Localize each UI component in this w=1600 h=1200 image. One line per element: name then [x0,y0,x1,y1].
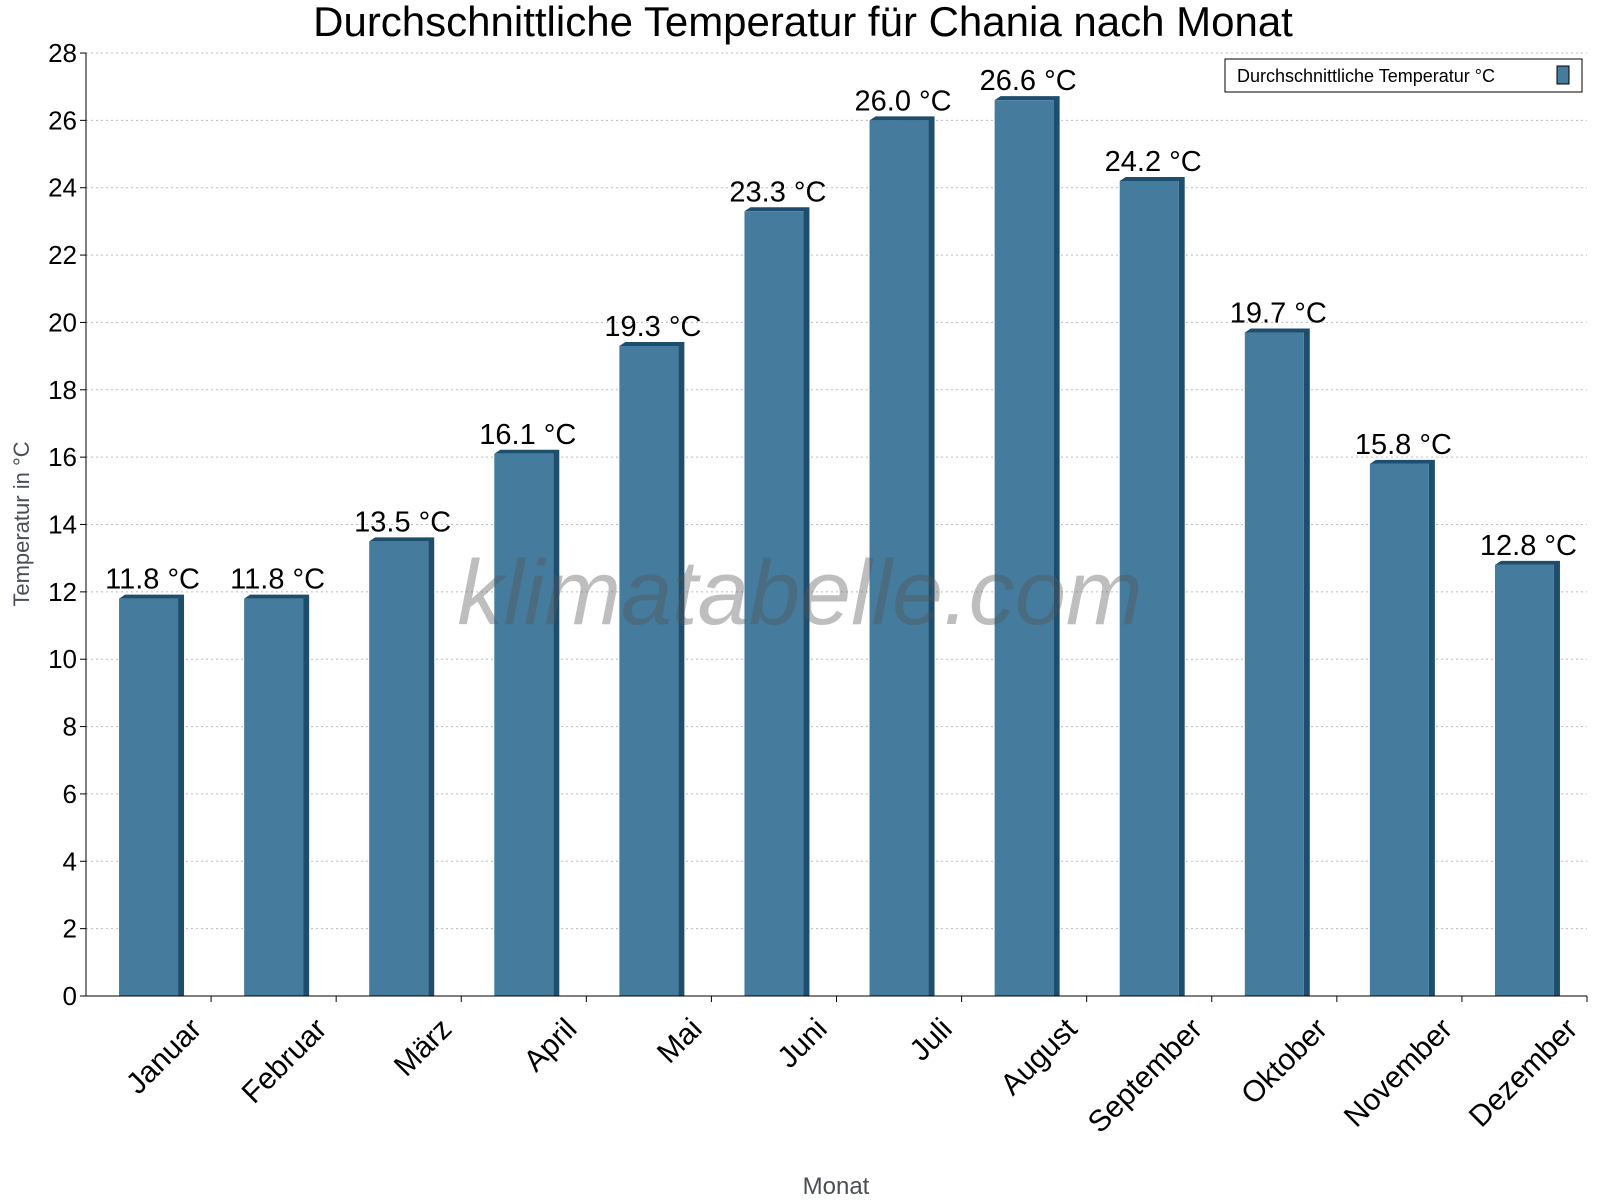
bar [369,541,429,996]
bar [1369,463,1429,997]
y-tick-label: 14 [48,510,77,540]
y-tick-label: 2 [63,914,77,944]
x-tick-label: März [388,1012,458,1082]
x-tick-label: Oktober [1235,1012,1334,1111]
x-tick-label: August [994,1012,1084,1102]
data-label: 13.5 °C [354,506,451,538]
y-tick-label: 16 [48,442,77,472]
bar [869,120,929,997]
y-axis-title: Temperatur in °C [9,441,34,606]
y-tick-label: 0 [63,981,77,1011]
x-tick-label: November [1338,1012,1459,1133]
bar [744,211,804,996]
data-label: 24.2 °C [1105,146,1202,178]
data-label: 11.8 °C [230,564,325,596]
watermark: klimatabelle.com [457,542,1142,644]
legend: Durchschnittliche Temperatur °C [1224,58,1583,93]
legend-swatch [1556,65,1570,85]
bar [1119,180,1179,996]
y-tick-label: 6 [63,779,77,809]
data-label: 16.1 °C [479,419,576,451]
bar [244,598,304,996]
y-tick-label: 12 [48,577,77,607]
y-tick-label: 24 [48,173,77,203]
x-tick-label: Dezember [1463,1012,1584,1133]
y-tick-label: 20 [48,307,77,337]
data-label: 26.6 °C [980,65,1077,97]
bar [619,346,679,997]
data-label: 19.7 °C [1230,298,1327,330]
legend-box [1224,58,1583,93]
bar [494,453,554,996]
data-labels: 11.8 °C 11.8 °C 13.5 °C 16.1 °C 19.3 °C 23.3 … [105,65,1577,595]
x-tick-label: Juni [771,1012,833,1074]
legend-label: Durchschnittliche Temperatur °C [1237,66,1495,86]
y-tick-label: 22 [48,240,77,270]
y-tick-label: 10 [48,644,77,674]
bar [994,100,1054,996]
x-tick-label: April [518,1012,584,1078]
x-tick-label: Juli [904,1012,959,1067]
bar [119,598,179,996]
y-tick-label: 18 [48,375,77,405]
data-label: 26.0 °C [855,85,952,117]
x-tick-label: Januar [120,1012,208,1100]
x-tick-label: Februar [236,1012,334,1110]
x-tick-label: Mai [651,1012,709,1070]
y-tick-label: 8 [63,712,77,742]
data-label: 12.8 °C [1480,530,1577,562]
bars [119,96,1560,997]
data-label: 11.8 °C [105,564,200,596]
x-tick-label: September [1082,1012,1209,1139]
data-label: 15.8 °C [1355,429,1452,461]
chart-title: Durchschnittliche Temperatur für Chania … [313,0,1293,45]
gridlines [86,52,1587,930]
y-tick-label: 28 [48,38,77,68]
data-label: 23.3 °C [729,176,826,208]
y-tick-label: 26 [48,105,77,135]
bar [1494,564,1554,996]
data-label: 19.3 °C [604,311,701,343]
y-tick-label: 4 [63,846,77,876]
bar [1244,332,1304,997]
x-axis-title: Monat [803,1173,870,1200]
